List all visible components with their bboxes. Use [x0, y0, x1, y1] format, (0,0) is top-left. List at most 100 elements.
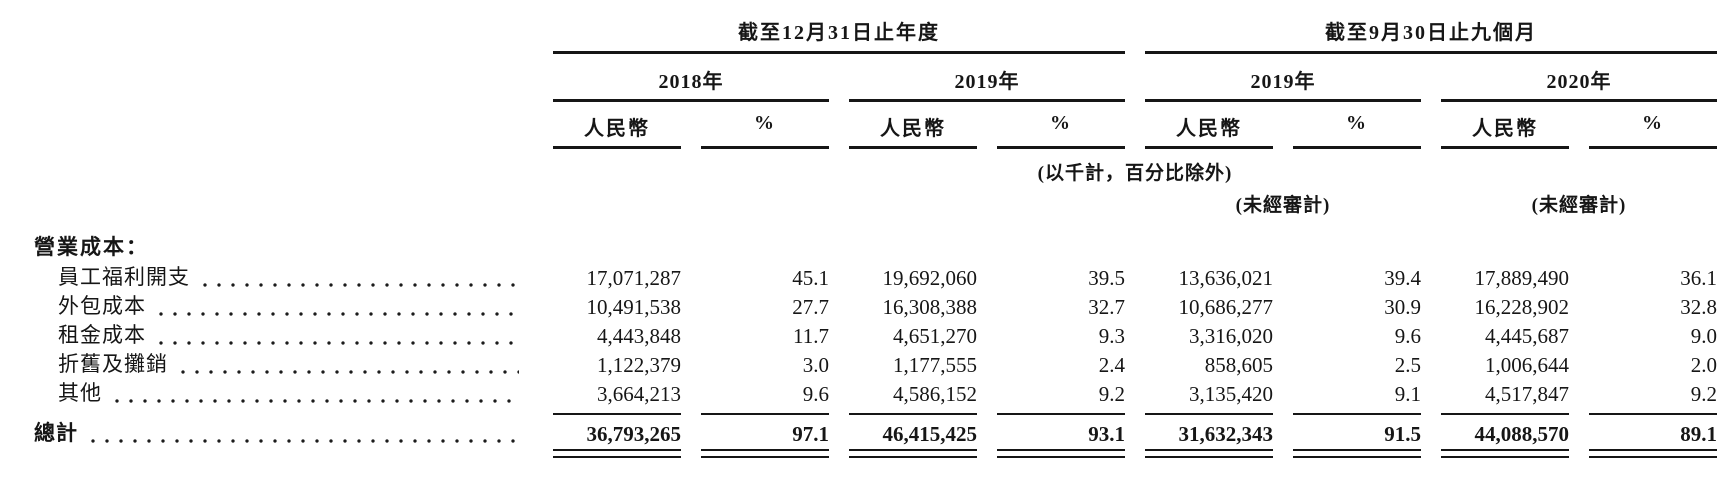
value-2019-9m-pct: 39.4 — [1384, 266, 1421, 290]
row-label: 折舊及攤銷 — [58, 352, 168, 376]
value-2020-pct: 9.0 — [1690, 324, 1717, 348]
column-header-percent-3: % — [1293, 102, 1421, 149]
double-rule — [849, 449, 977, 458]
dot-leader — [198, 282, 519, 288]
value-2018-rmb: 3,664,213 — [597, 382, 681, 406]
value-2018-pct: 11.7 — [793, 324, 829, 348]
double-rule — [997, 449, 1125, 458]
total-2019-rmb: 46,415,425 — [849, 413, 977, 447]
unaudited-note-2020: (未經審計) — [1531, 195, 1627, 216]
table-row-rental: 租金成本 4,443,848 11.7 4,651,270 9.3 3,316,… — [34, 319, 1726, 348]
value-2020-rmb: 16,228,902 — [1474, 295, 1570, 319]
total-2020-rmb: 44,088,570 — [1441, 413, 1569, 447]
total-double-rule-row — [34, 442, 1726, 458]
double-rule — [1145, 449, 1273, 458]
section-header: 營業成本： — [34, 235, 149, 259]
column-header-currency-3: 人民幣 — [1145, 102, 1273, 149]
column-header-currency-1: 人民幣 — [553, 102, 681, 149]
unaudited-note-2019: (未經審計) — [1235, 195, 1331, 216]
unaudited-note-row: (未經審計) (未經審計) — [34, 185, 1726, 217]
double-rule — [553, 449, 681, 458]
value-2019-9m-rmb: 10,686,277 — [1178, 295, 1274, 319]
period-group-annual-title: 截至12月31日止年度 — [553, 16, 1125, 54]
column-header-percent-4: % — [1589, 102, 1717, 149]
value-2020-rmb: 17,889,490 — [1474, 266, 1570, 290]
row-label-cell: 折舊及攤銷 — [34, 348, 533, 378]
year-header-2019: 2019年 — [849, 65, 1125, 102]
row-label-cell: 租金成本 — [34, 319, 533, 349]
value-2019-9m-pct: 2.5 — [1394, 353, 1421, 377]
section-header-row: 營業成本： — [34, 231, 1726, 261]
value-2019-9m-pct: 9.1 — [1394, 382, 1421, 406]
table-row-employee-benefits: 員工福利開支 17,071,287 45.1 19,692,060 39.5 1… — [34, 261, 1726, 290]
dot-leader — [154, 311, 519, 317]
table-row-total: 總計 36,793,265 97.1 46,415,425 93.1 31,63… — [34, 413, 1726, 446]
year-header-2019-nine-month: 2019年 — [1145, 65, 1421, 102]
double-rule — [1293, 449, 1421, 458]
value-2019-rmb: 19,692,060 — [882, 266, 978, 290]
value-2018-pct: 3.0 — [802, 353, 829, 377]
value-2020-pct: 9.2 — [1690, 382, 1717, 406]
value-2019-rmb: 4,586,152 — [893, 382, 977, 406]
double-rule — [701, 449, 829, 458]
dot-leader — [86, 438, 519, 444]
column-header-spacer — [34, 102, 533, 149]
row-label: 租金成本 — [58, 323, 146, 347]
units-note: (以千計，百分比除外) — [1037, 163, 1233, 184]
total-label: 總計 — [34, 421, 78, 445]
total-2019-9m-rmb: 31,632,343 — [1145, 413, 1273, 447]
units-note-row: (以千計，百分比除外) — [34, 149, 1726, 185]
dot-leader — [110, 398, 519, 404]
value-2019-pct: 2.4 — [1098, 353, 1125, 377]
row-label: 其他 — [58, 381, 102, 405]
value-2019-pct: 32.7 — [1088, 295, 1125, 319]
value-2019-pct: 39.5 — [1088, 266, 1125, 290]
double-rule-spacer — [34, 442, 533, 458]
value-2018-pct: 45.1 — [792, 266, 829, 290]
value-2020-rmb: 4,517,847 — [1485, 382, 1569, 406]
year-header-2020: 2020年 — [1441, 65, 1717, 102]
period-group-nine-month-title: 截至9月30日止九個月 — [1145, 16, 1717, 54]
row-label: 員工福利開支 — [58, 265, 190, 289]
value-2019-9m-pct: 30.9 — [1384, 295, 1421, 319]
value-2018-rmb: 17,071,287 — [586, 266, 682, 290]
value-2019-9m-rmb: 858,605 — [1204, 353, 1273, 377]
year-header-2018: 2018年 — [553, 65, 829, 102]
value-2018-rmb: 1,122,379 — [597, 353, 681, 377]
total-2019-9m-pct: 91.5 — [1293, 413, 1421, 447]
table-row-others: 其他 3,664,213 9.6 4,586,152 9.2 3,135,420… — [34, 377, 1726, 406]
value-2018-rmb: 4,443,848 — [597, 324, 681, 348]
column-header-percent-1: % — [701, 102, 829, 149]
value-2019-9m-rmb: 3,316,020 — [1189, 324, 1273, 348]
row-label-cell: 外包成本 — [34, 290, 533, 320]
value-2018-pct: 27.7 — [792, 295, 829, 319]
row-label-cell: 其他 — [34, 377, 533, 407]
value-2018-pct: 9.6 — [802, 382, 829, 406]
double-rule — [1441, 449, 1569, 458]
value-2020-pct: 36.1 — [1680, 266, 1717, 290]
value-2019-rmb: 16,308,388 — [882, 295, 978, 319]
value-2019-9m-rmb: 3,135,420 — [1189, 382, 1273, 406]
value-2019-rmb: 1,177,555 — [893, 353, 977, 377]
year-header-row: 2018年 2019年 2019年 2020年 — [34, 54, 1726, 102]
value-2019-9m-rmb: 13,636,021 — [1178, 266, 1274, 290]
period-group-title-row: 截至12月31日止年度 截至9月30日止九個月 — [34, 16, 1726, 54]
total-label-cell: 總計 — [34, 417, 533, 447]
dot-leader — [154, 340, 519, 346]
value-2019-9m-pct: 9.6 — [1394, 324, 1421, 348]
value-2019-pct: 9.2 — [1098, 382, 1125, 406]
value-2019-rmb: 4,651,270 — [893, 324, 977, 348]
row-label: 外包成本 — [58, 294, 146, 318]
column-header-row: 人民幣 % 人民幣 % 人民幣 % 人民幣 % — [34, 102, 1726, 149]
row-label-cell: 員工福利開支 — [34, 261, 533, 291]
column-header-currency-4: 人民幣 — [1441, 102, 1569, 149]
total-2018-rmb: 36,793,265 — [553, 413, 681, 447]
value-2019-pct: 9.3 — [1098, 324, 1125, 348]
total-2019-pct: 93.1 — [997, 413, 1125, 447]
column-header-percent-2: % — [997, 102, 1125, 149]
dot-leader — [176, 369, 519, 375]
value-2020-pct: 2.0 — [1690, 353, 1717, 377]
total-2020-pct: 89.1 — [1589, 413, 1717, 447]
column-header-currency-2: 人民幣 — [849, 102, 977, 149]
